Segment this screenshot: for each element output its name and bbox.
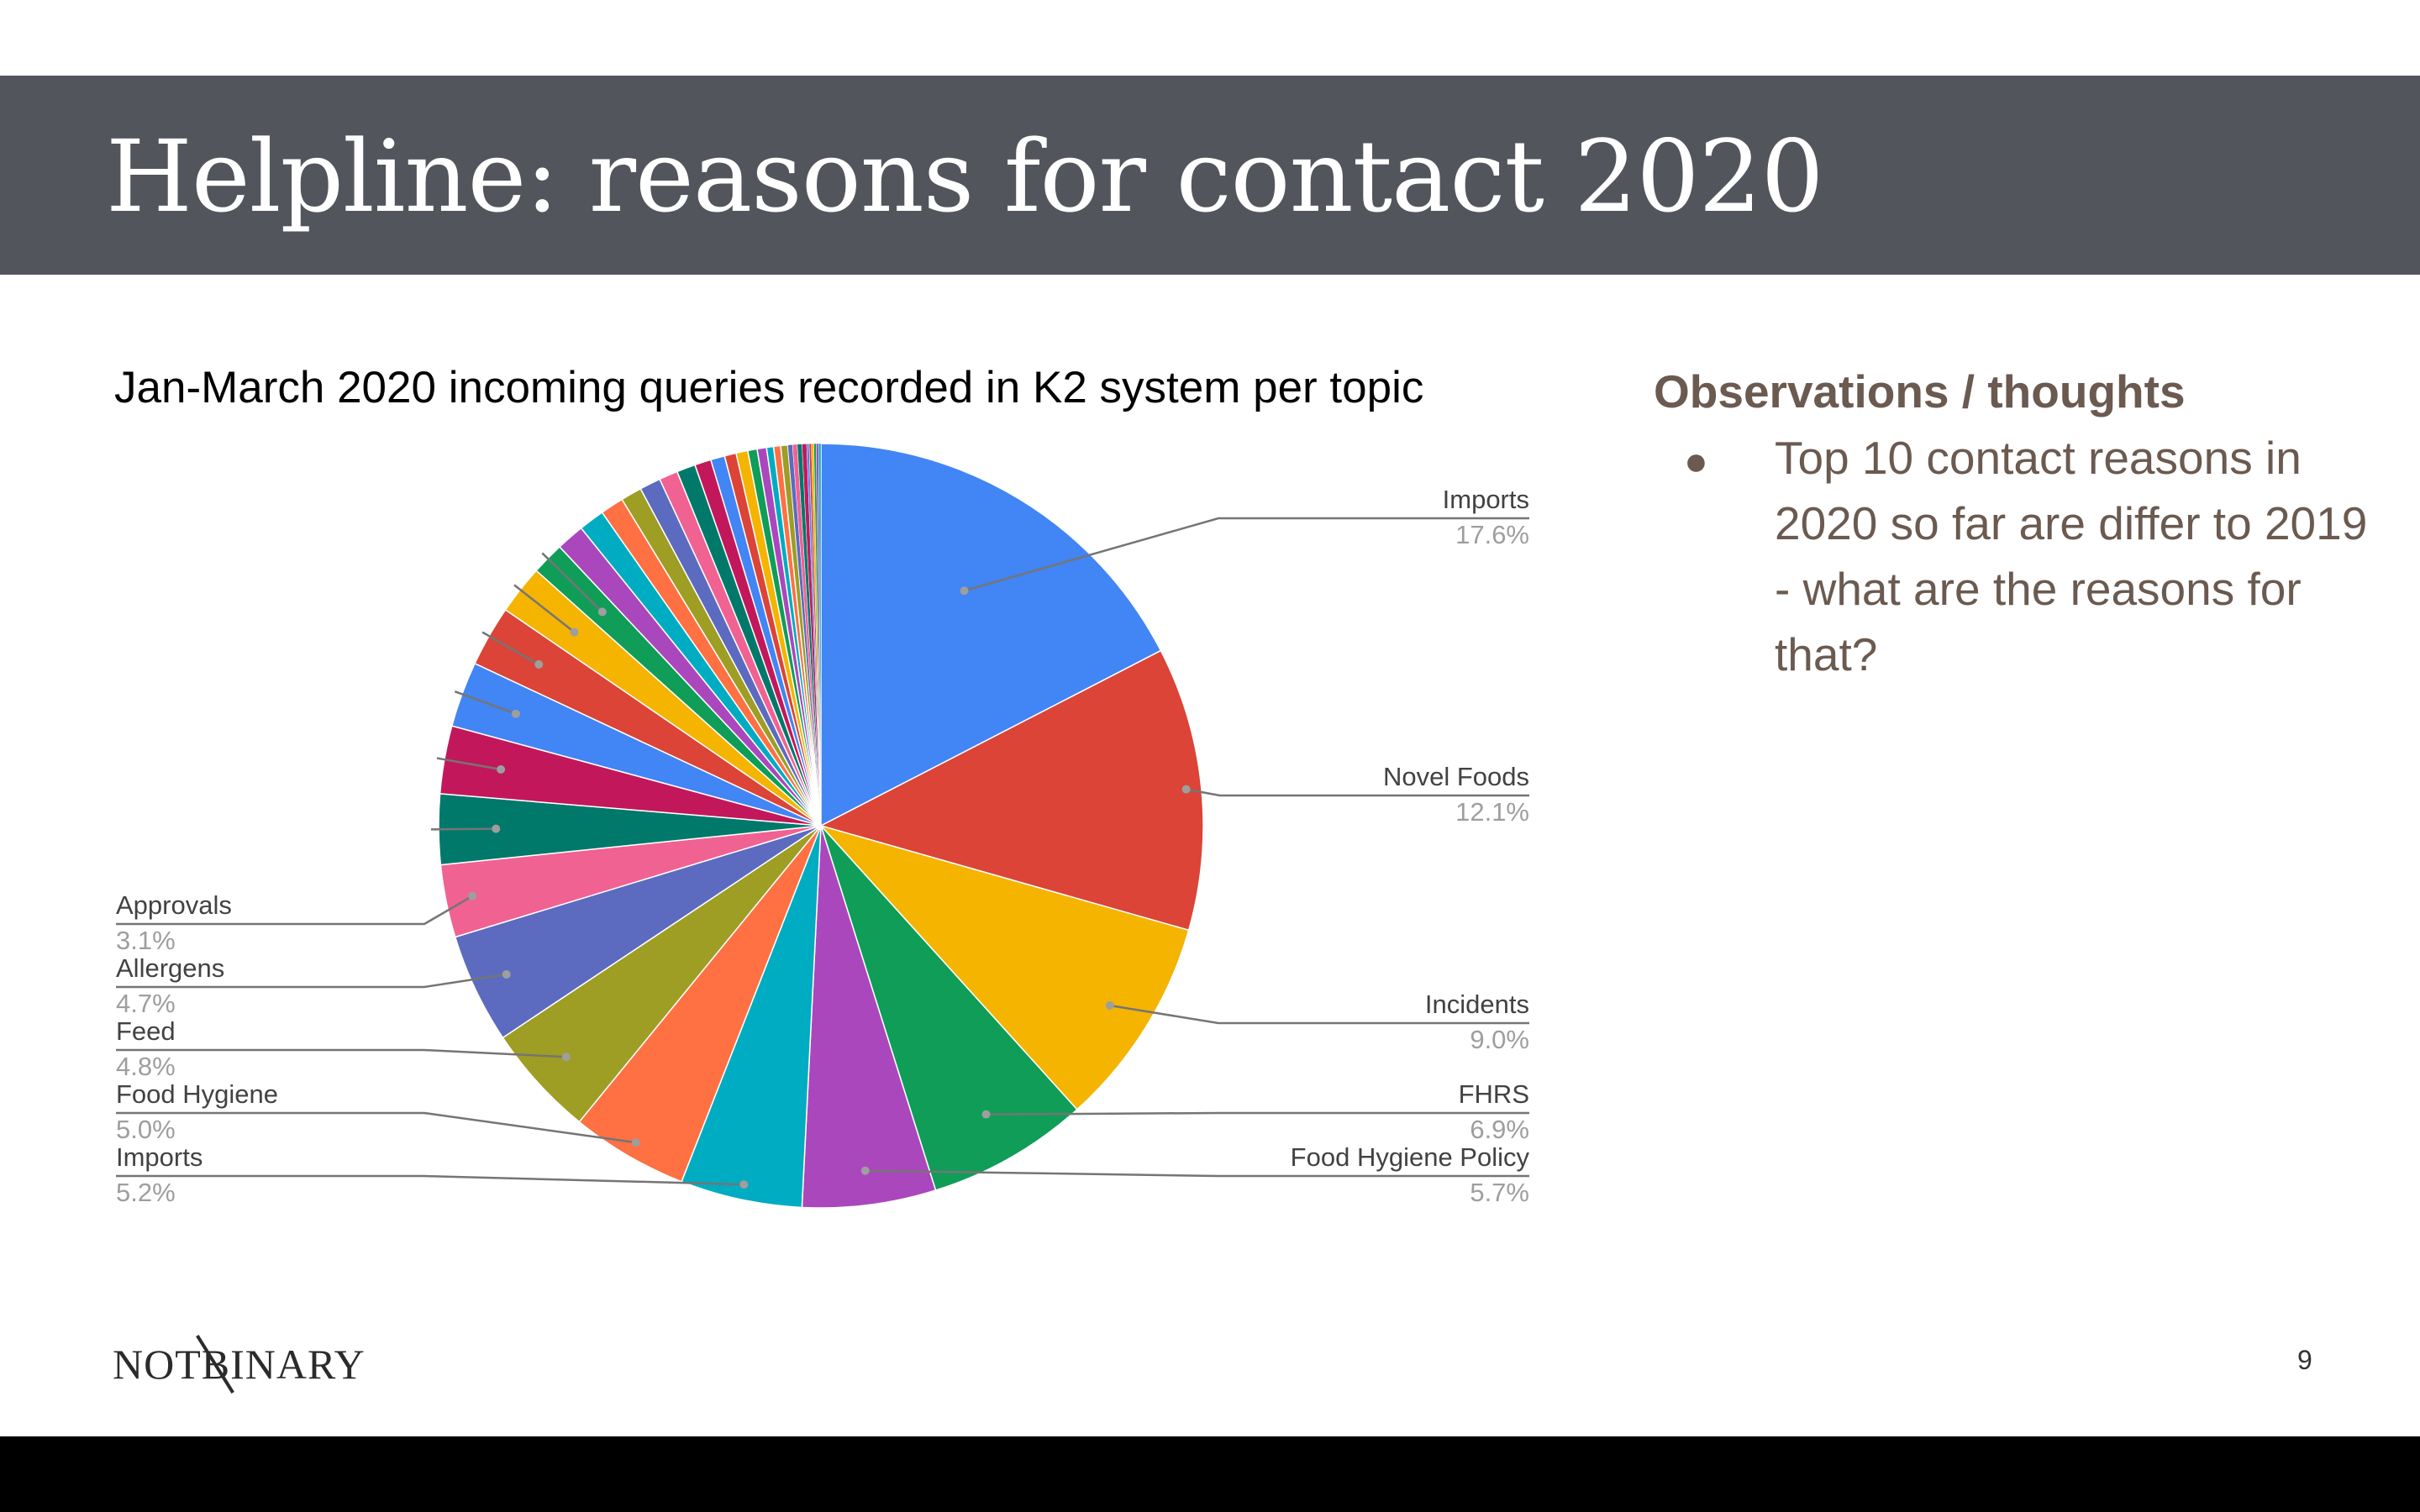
slice-percent: 4.8% <box>116 1052 176 1081</box>
slice-percent: 5.0% <box>116 1115 176 1144</box>
leader-stub <box>481 631 539 666</box>
leader-dot <box>739 1180 749 1189</box>
slice-percent: 5.2% <box>116 1178 176 1207</box>
leader-line <box>1186 788 1529 797</box>
pie-slice <box>801 825 937 1209</box>
leader-dot <box>468 891 477 900</box>
bottom-bar <box>0 1436 2420 1512</box>
logo-text: NOTBINARY <box>113 1341 366 1388</box>
slice-percent: 9.0% <box>1470 1025 1529 1054</box>
bullet-icon: ● <box>1684 439 1708 484</box>
leader-dot <box>497 764 506 774</box>
leader-stub <box>454 690 517 716</box>
title-bar <box>0 76 2420 275</box>
slice-label: Approvals <box>116 890 232 920</box>
slice-label: Novel Foods <box>1383 762 1529 791</box>
slice-percent: 6.9% <box>1470 1115 1529 1144</box>
leader-stub <box>541 552 603 613</box>
leader-line <box>116 1048 566 1058</box>
page-number: 9 <box>2297 1345 2312 1375</box>
leader-dot <box>1105 1000 1114 1010</box>
slice-percent: 17.6% <box>1455 520 1529 549</box>
leader-line <box>865 1169 1529 1178</box>
leader-line <box>986 1111 1529 1116</box>
leader-line <box>116 1111 636 1144</box>
pie-slice <box>818 649 1204 932</box>
leader-line <box>1109 1004 1529 1025</box>
leader-dot <box>1181 785 1191 794</box>
leader-stub <box>513 584 576 633</box>
slice-label: Allergens <box>116 953 224 983</box>
leader-dot <box>631 1138 640 1147</box>
pie-chart: Imports 17.6% Novel Foods 12.1% Incidents 9.0… <box>116 443 1530 1209</box>
leader-line <box>116 895 473 926</box>
leader-dot <box>502 969 511 979</box>
notbinary-logo: NOTBINARY <box>113 1331 366 1398</box>
slice-label: Feed <box>116 1016 176 1046</box>
leader-dot <box>860 1166 870 1175</box>
chart-title: Jan-March 2020 incoming queries recorded… <box>114 363 1424 412</box>
leader-dot <box>561 1053 571 1062</box>
slice-label: Food Hygiene <box>116 1079 278 1109</box>
leader-dot <box>570 627 579 637</box>
slice-percent: 4.7% <box>116 989 176 1018</box>
leader-dot <box>981 1110 991 1119</box>
slice-label: Imports <box>1443 485 1529 514</box>
slice-percent: 5.7% <box>1470 1178 1529 1207</box>
pie-slice <box>820 443 1162 827</box>
pie-slice <box>818 443 822 827</box>
slice-label: Imports <box>116 1142 203 1172</box>
observation-text: Top 10 contact reasons in 2020 so far ar… <box>1775 432 2368 680</box>
slice-percent: 12.1% <box>1455 797 1529 827</box>
slide-title: Helpline: reasons for contact 2020 <box>106 118 1824 234</box>
slice-percent: 3.1% <box>116 926 176 955</box>
leader-dot <box>534 660 544 669</box>
slice-label: Incidents <box>1425 990 1529 1019</box>
leader-stub <box>430 827 497 831</box>
leader-line <box>964 517 1529 592</box>
leader-dot <box>511 709 520 718</box>
leader-dot <box>597 607 607 617</box>
leader-line <box>116 973 507 989</box>
leader-dot <box>492 824 501 833</box>
slice-label: FHRS <box>1459 1079 1529 1109</box>
leader-dot <box>960 586 969 596</box>
slice-label: Food Hygiene Policy <box>1291 1142 1530 1172</box>
leader-stub <box>436 757 502 771</box>
pie-slice <box>818 824 1190 1110</box>
leader-line <box>116 1174 744 1186</box>
observations-heading: Observations / thoughts <box>1654 365 2186 417</box>
